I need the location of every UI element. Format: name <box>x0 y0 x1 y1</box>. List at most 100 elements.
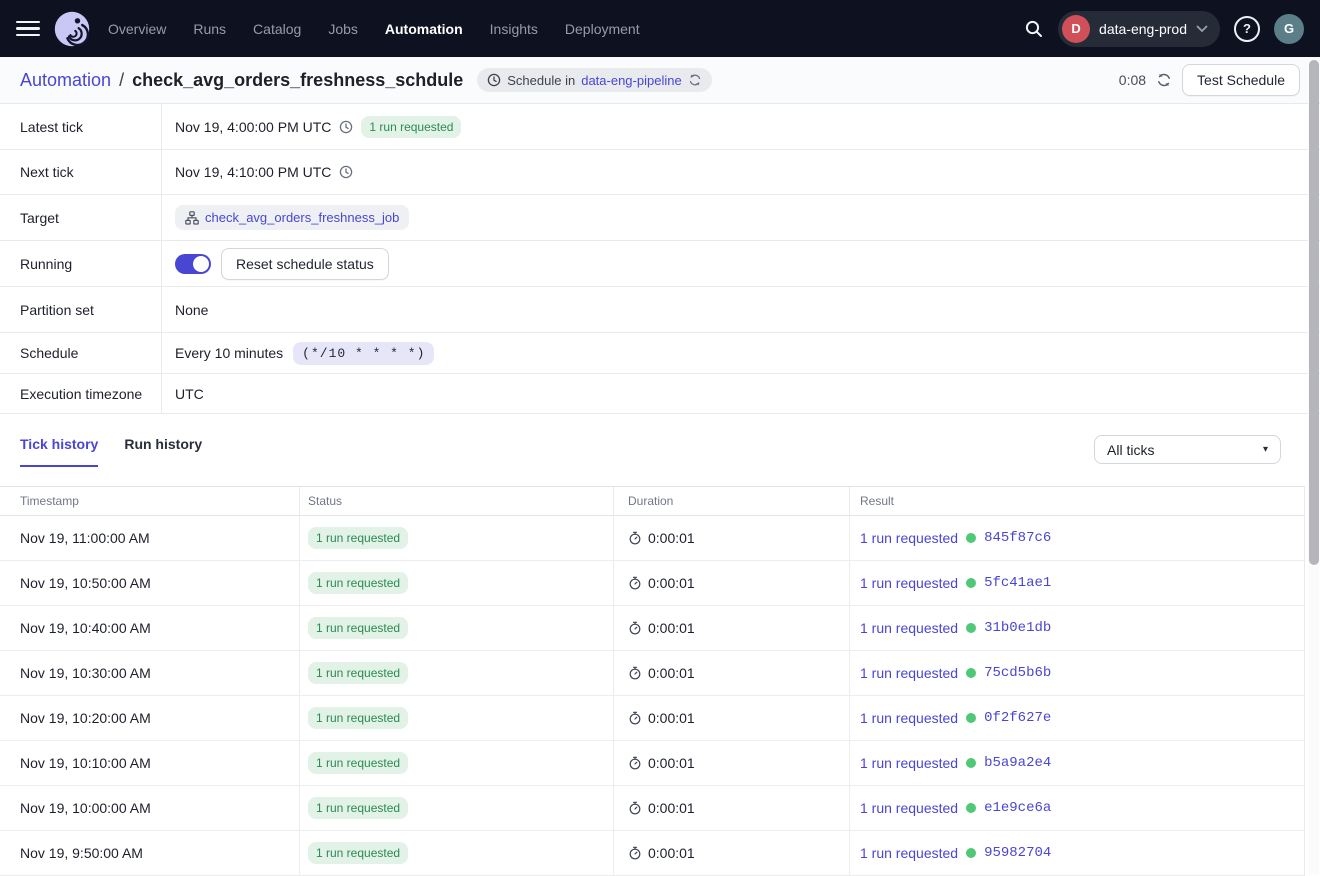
stopwatch-icon <box>628 711 642 725</box>
nav-items: Overview Runs Catalog Jobs Automation Insight… <box>108 21 640 37</box>
refresh-icon[interactable] <box>1156 72 1172 88</box>
nav-item[interactable]: Deployment <box>565 21 640 37</box>
next-tick-value: Nov 19, 4:10:00 PM UTC <box>175 164 332 180</box>
nav-item-label: Jobs <box>328 20 358 37</box>
repo-link[interactable]: data-eng-pipeline <box>581 72 682 88</box>
run-status-dot <box>966 848 977 858</box>
column-header-status: Status <box>300 487 614 515</box>
column-header-timestamp: Timestamp <box>0 487 300 515</box>
run-requested-link[interactable]: 1 run requested <box>860 665 959 681</box>
clock-icon <box>488 73 501 87</box>
scrollbar-thumb[interactable] <box>1308 60 1319 565</box>
tick-history-table: Timestamp Status Duration Result Nov 19,… <box>0 486 1305 876</box>
latest-tick-status-badge: 1 run requested <box>361 115 462 138</box>
run-id-link[interactable]: 95982704 <box>984 845 1052 861</box>
run-requested-link[interactable]: 1 run requested <box>860 575 959 591</box>
refresh-countdown: 0:08 <box>1118 72 1147 88</box>
run-requested-link[interactable]: 1 run requested <box>860 620 959 636</box>
tick-filter-select[interactable]: All ticks ▾ <box>1094 435 1281 464</box>
tick-status-badge: 1 run requested <box>308 797 409 819</box>
tick-filter-value: All ticks <box>1107 441 1155 458</box>
schedule-details: Latest tick Nov 19, 4:00:00 PM UTC 1 run… <box>0 104 1320 414</box>
table-row: Nov 19, 11:00:00 AM 1 run requested 0:00… <box>0 516 1304 561</box>
run-requested-link[interactable]: 1 run requested <box>860 845 959 861</box>
target-job-chip[interactable]: check_avg_orders_freshness_job <box>175 205 410 230</box>
nav-item-label: Overview <box>108 20 167 37</box>
reset-schedule-status-button[interactable]: Reset schedule status <box>221 247 389 280</box>
running-label: Running <box>0 241 162 286</box>
target-label: Target <box>0 195 162 240</box>
dagster-logo-icon[interactable] <box>54 11 90 47</box>
help-glyph: ? <box>1243 21 1251 36</box>
run-id-link[interactable]: 31b0e1db <box>984 620 1052 636</box>
table-row: Nov 19, 10:40:00 AM 1 run requested 0:00… <box>0 606 1304 651</box>
tick-timestamp: Nov 19, 11:00:00 AM <box>20 530 150 546</box>
tick-table-header: Timestamp Status Duration Result <box>0 486 1304 516</box>
test-schedule-button[interactable]: Test Schedule <box>1182 64 1300 96</box>
tick-status-badge: 1 run requested <box>308 662 409 684</box>
tick-timestamp: Nov 19, 10:30:00 AM <box>20 665 151 681</box>
avatar[interactable]: G <box>1274 13 1304 44</box>
scrollbar-track[interactable] <box>1308 59 1319 875</box>
tick-duration: 0:00:01 <box>648 530 695 546</box>
nav-item[interactable]: Overview <box>108 21 166 37</box>
run-id-link[interactable]: 845f87c6 <box>984 530 1052 546</box>
stopwatch-icon <box>628 846 642 860</box>
tick-timestamp: Nov 19, 10:40:00 AM <box>20 620 151 636</box>
chevron-down-icon <box>1196 25 1208 32</box>
nav-item[interactable]: Automation <box>385 21 463 37</box>
run-status-dot <box>966 713 977 723</box>
run-requested-link[interactable]: 1 run requested <box>860 710 959 726</box>
tab-run-history[interactable]: Run history <box>124 436 202 467</box>
partition-set-label: Partition set <box>0 287 162 332</box>
target-row: Target check_avg_orders_freshness_job <box>0 195 1320 241</box>
run-id-link[interactable]: e1e9ce6a <box>984 800 1052 816</box>
tick-duration: 0:00:01 <box>648 665 695 681</box>
run-status-dot <box>966 578 977 588</box>
tick-status-badge: 1 run requested <box>308 617 409 639</box>
running-toggle[interactable] <box>175 253 211 274</box>
run-id-link[interactable]: b5a9a2e4 <box>984 755 1052 771</box>
breadcrumb-automation-link[interactable]: Automation <box>20 69 112 90</box>
run-status-dot <box>966 668 977 678</box>
reload-repo-icon[interactable] <box>688 73 702 87</box>
target-job-name: check_avg_orders_freshness_job <box>205 210 400 225</box>
run-id-link[interactable]: 75cd5b6b <box>984 665 1052 681</box>
stopwatch-icon <box>628 801 642 815</box>
deployment-switcher[interactable]: D data-eng-prod <box>1058 10 1220 47</box>
clock-icon <box>340 165 353 179</box>
tick-timestamp: Nov 19, 9:50:00 AM <box>20 845 143 861</box>
run-id-link[interactable]: 5fc41ae1 <box>984 575 1052 591</box>
nav-item[interactable]: Insights <box>490 21 538 37</box>
tick-status-badge: 1 run requested <box>308 707 409 729</box>
run-status-dot <box>966 803 977 813</box>
run-requested-link[interactable]: 1 run requested <box>860 800 959 816</box>
schedule-row: Schedule Every 10 minutes (*/10 * * * *) <box>0 333 1320 374</box>
partition-set-row: Partition set None <box>0 287 1320 333</box>
search-icon[interactable] <box>1024 19 1044 39</box>
run-id-link[interactable]: 0f2f627e <box>984 710 1052 726</box>
stopwatch-icon <box>628 576 642 590</box>
job-icon <box>185 210 199 225</box>
tab-tick-history[interactable]: Tick history <box>20 436 99 467</box>
partition-set-value: None <box>175 301 209 318</box>
caret-down-icon: ▾ <box>1262 444 1268 455</box>
tick-status-badge: 1 run requested <box>308 527 409 549</box>
nav-item-label: Runs <box>193 20 227 37</box>
nav-item[interactable]: Catalog <box>253 21 301 37</box>
tick-timestamp: Nov 19, 10:20:00 AM <box>20 710 151 726</box>
tick-duration: 0:00:01 <box>648 755 695 771</box>
tick-table-body: Nov 19, 11:00:00 AM 1 run requested 0:00… <box>0 516 1304 876</box>
table-row: Nov 19, 10:00:00 AM 1 run requested 0:00… <box>0 786 1304 831</box>
table-row: Nov 19, 10:20:00 AM 1 run requested 0:00… <box>0 696 1304 741</box>
menu-icon[interactable] <box>16 20 40 37</box>
help-icon[interactable]: ? <box>1234 15 1260 42</box>
run-requested-link[interactable]: 1 run requested <box>860 530 959 546</box>
nav-item[interactable]: Runs <box>193 21 226 37</box>
run-requested-link[interactable]: 1 run requested <box>860 755 959 771</box>
nav-item[interactable]: Jobs <box>328 21 358 37</box>
table-row: Nov 19, 10:30:00 AM 1 run requested 0:00… <box>0 651 1304 696</box>
next-tick-row: Next tick Nov 19, 4:10:00 PM UTC <box>0 150 1320 195</box>
deployment-name: data-eng-prod <box>1099 20 1187 37</box>
tick-duration: 0:00:01 <box>648 710 695 726</box>
